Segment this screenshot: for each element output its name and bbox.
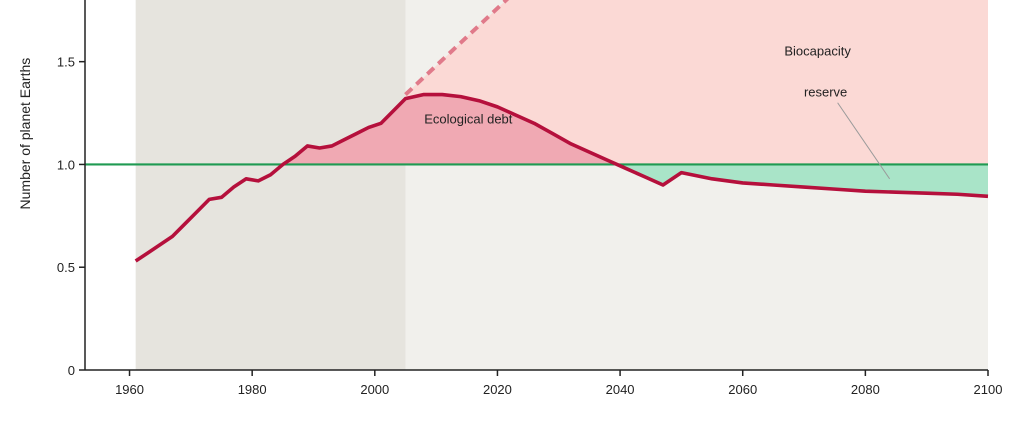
biocapacity-reserve-area: [617, 164, 988, 197]
x-tick-label: 2100: [974, 382, 1003, 397]
x-tick-label: 2040: [606, 382, 635, 397]
y-tick-label: 1.0: [57, 157, 75, 172]
ecological-debt-label: Ecological debt: [424, 111, 513, 126]
x-tick-label: 2020: [483, 382, 512, 397]
historical-period-band: [135, 0, 406, 370]
y-tick-label: 0.5: [57, 260, 75, 275]
x-tick-label: 2000: [360, 382, 389, 397]
y-axis-title: Number of planet Earths: [17, 58, 33, 210]
reserve-leader-line: [837, 102, 891, 180]
series-layer: [134, 0, 989, 263]
x-tick-label: 2060: [728, 382, 757, 397]
y-tick-label: 1.5: [57, 55, 75, 70]
axes: 1960 1980 2000 2020 2040 2060 2080 2100 0 0.5 1.0 1…: [57, 0, 1003, 397]
x-tick-label: 2080: [851, 382, 880, 397]
y-tick-label: 0: [68, 363, 75, 378]
overshoot-zone-area: [405, 0, 988, 165]
x-tick-label: 1980: [238, 382, 267, 397]
biocapacity-reserve-label-line2: reserve: [804, 85, 847, 100]
ecological-footprint-line: [134, 92, 989, 263]
x-tick-label: 1960: [115, 382, 144, 397]
biocapacity-reserve-label: Biocapacity: [784, 44, 851, 59]
ecological-debt-area: [282, 94, 618, 165]
